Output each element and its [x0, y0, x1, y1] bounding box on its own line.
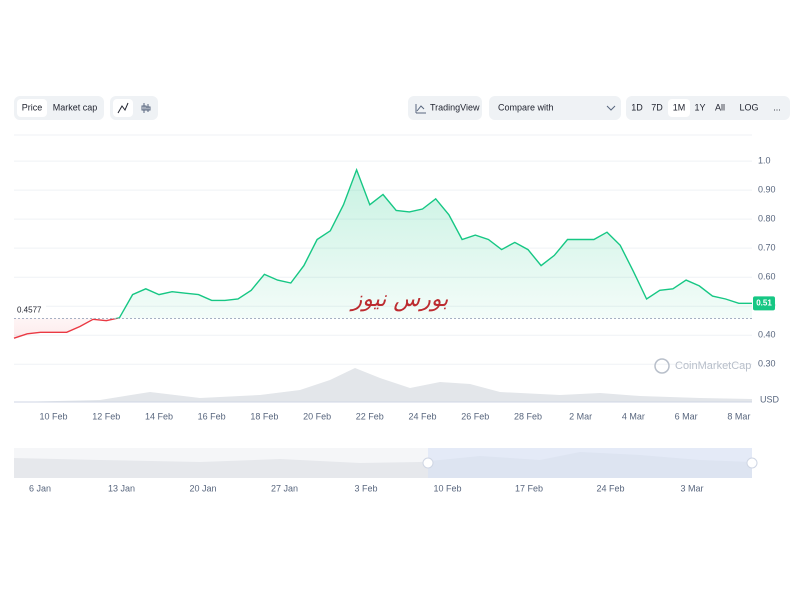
compare-select[interactable] [489, 96, 621, 120]
x-tick-label: 12 Feb [92, 411, 120, 421]
y-tick-label: 0.90 [758, 185, 776, 195]
navigator-label: 20 Jan [189, 483, 216, 493]
navigator-window[interactable] [428, 448, 752, 478]
tradingview-button[interactable] [408, 96, 482, 120]
chevron [606, 105, 616, 111]
navigator-label: 17 Feb [515, 483, 543, 493]
baseline-tag [14, 304, 46, 316]
y-tick-label: 0.80 [758, 214, 776, 224]
range-button[interactable]: LOG [739, 102, 758, 112]
x-tick-label: 14 Feb [145, 411, 173, 421]
navigator-handle[interactable] [422, 457, 434, 469]
x-tick-label: 18 Feb [250, 411, 278, 421]
price-tag-label: 0.51 [756, 298, 772, 307]
range-button[interactable]: ... [773, 102, 781, 112]
line-icon [117, 102, 129, 114]
navigator-label: 13 Jan [108, 483, 135, 493]
price-line [13, 167, 752, 339]
x-tick-label: 10 Feb [40, 411, 68, 421]
x-tick-label: 4 Mar [622, 411, 645, 421]
y-tick-label: 1.0 [758, 155, 771, 165]
navigator-label: 27 Jan [271, 483, 298, 493]
range-button[interactable]: All [715, 102, 725, 112]
navigator-label: 24 Feb [596, 483, 624, 493]
y-tick-label: 0.70 [758, 243, 776, 253]
x-tick-label: 2 Mar [569, 411, 592, 421]
x-tick-label: 20 Feb [303, 411, 331, 421]
price-tag [753, 296, 775, 311]
range-group [626, 96, 790, 120]
x-tick-label: 16 Feb [198, 411, 226, 421]
button-label: TradingView [430, 102, 480, 112]
x-tick-label: 28 Feb [514, 411, 542, 421]
tab[interactable]: Price [22, 102, 43, 112]
y-tick-label: 0.60 [758, 272, 776, 282]
navigator-label: 3 Feb [354, 483, 377, 493]
x-tick-label: 26 Feb [461, 411, 489, 421]
range-button[interactable]: 1M [673, 102, 686, 112]
navigator-label: 6 Jan [29, 483, 51, 493]
range-button[interactable]: 7D [651, 102, 663, 112]
range-active [668, 99, 690, 117]
x-tick-label: 22 Feb [356, 411, 384, 421]
y-tick-label: 0.40 [758, 330, 776, 340]
tab-active [17, 99, 47, 117]
currency-label: USD [760, 394, 780, 404]
volume-area [14, 368, 752, 402]
tv-icon [415, 104, 426, 114]
range-button[interactable]: 1D [631, 102, 643, 112]
select-label: Compare with [498, 102, 554, 112]
watermark-logo [654, 358, 670, 374]
y-tick-label: 0.30 [758, 359, 776, 369]
x-tick-label: 8 Mar [727, 411, 750, 421]
navigator-handle[interactable] [746, 457, 758, 469]
price-area [14, 169, 752, 339]
x-tick-label: 6 Mar [675, 411, 698, 421]
navigator-label: 3 Mar [680, 483, 703, 493]
candle-icon[interactable] [141, 103, 151, 113]
navigator-label: 10 Feb [433, 483, 461, 493]
watermark: CoinMarketCap [675, 360, 751, 372]
baseline-label: 0.4577 [17, 306, 42, 315]
x-tick-label: 24 Feb [409, 411, 437, 421]
tab[interactable]: Market cap [53, 102, 98, 112]
range-button[interactable]: 1Y [694, 102, 705, 112]
